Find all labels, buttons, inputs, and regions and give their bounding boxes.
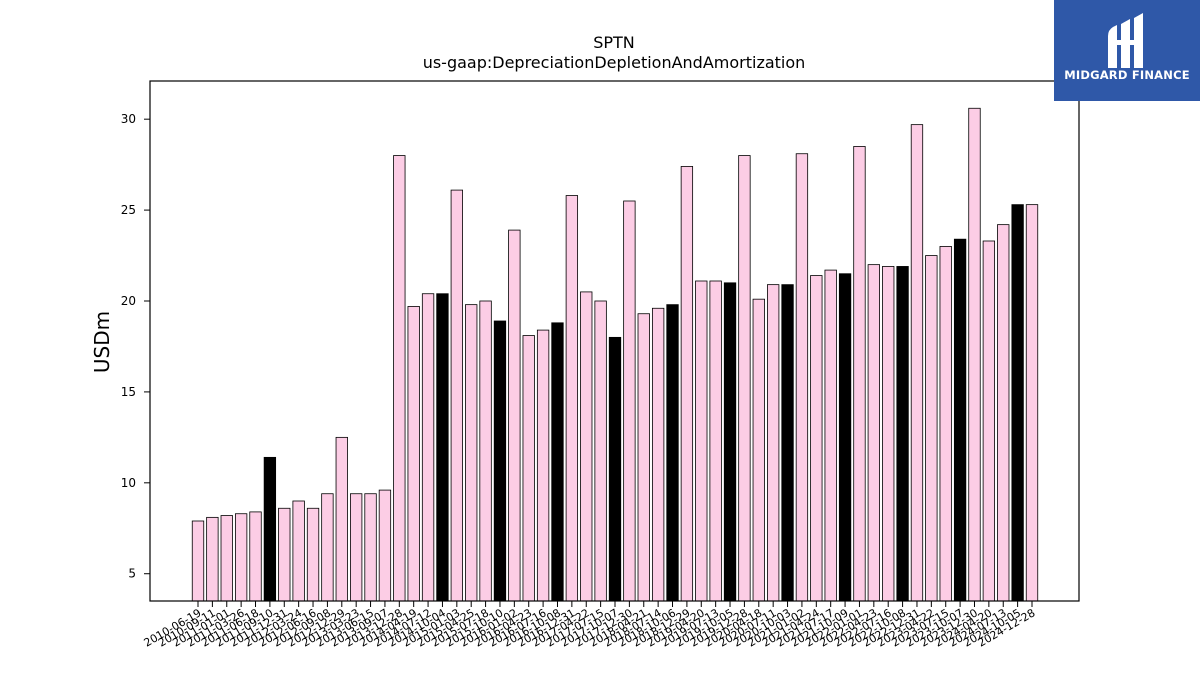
- bar: [364, 493, 377, 602]
- bar: [810, 275, 823, 602]
- logo-mark-icon: [1108, 13, 1143, 68]
- bar: [824, 269, 837, 602]
- bar: [292, 500, 305, 602]
- bar: [939, 246, 952, 602]
- bar: [321, 493, 334, 602]
- y-tick-label: 15: [121, 385, 136, 399]
- plot-frame: [149, 80, 1080, 602]
- bar: [953, 238, 967, 602]
- bar: [997, 224, 1010, 602]
- chart-subtitle: us-gaap:DepreciationDepletionAndAmortiza…: [423, 53, 806, 72]
- bar: [191, 520, 205, 602]
- bar: [709, 280, 722, 602]
- bar: [910, 124, 924, 602]
- bar: [220, 515, 233, 602]
- y-tick-label: 5: [128, 567, 136, 581]
- bar: [234, 513, 248, 602]
- bar: [795, 153, 809, 602]
- bar: [781, 284, 794, 602]
- bar: [637, 313, 650, 602]
- bars: [191, 107, 1039, 602]
- y-axis-ticks: 5 10 15 20 25 30: [121, 112, 150, 581]
- y-tick-label: 30: [121, 112, 136, 126]
- bar: [278, 507, 291, 602]
- brand-logo: MIDGARD FINANCE: [1054, 0, 1200, 101]
- bar: [738, 155, 751, 602]
- bar: [767, 284, 780, 602]
- bar: [580, 291, 593, 602]
- chart-title: SPTN: [593, 33, 635, 52]
- bar: [608, 336, 622, 602]
- bar: [651, 307, 665, 602]
- bar: [350, 493, 363, 602]
- bar: [551, 322, 564, 602]
- bar: [508, 229, 521, 602]
- bar: [594, 300, 607, 602]
- bar: [263, 456, 277, 602]
- bar: [695, 280, 708, 602]
- bar: [306, 507, 320, 602]
- bar: [1011, 204, 1024, 602]
- bar: [421, 293, 435, 602]
- x-axis-ticks: 2010-06-192010-09-112011-01-012011-03-26…: [142, 601, 1038, 650]
- y-tick-label: 20: [121, 294, 136, 308]
- bar: [867, 264, 880, 602]
- bar: [465, 304, 478, 602]
- bar: [206, 516, 219, 602]
- bar: [407, 306, 420, 602]
- bar: [896, 266, 909, 602]
- bar: [666, 304, 679, 602]
- bar: [853, 146, 866, 602]
- bar: [493, 320, 507, 602]
- bar: [1025, 204, 1039, 602]
- bar: [968, 107, 981, 602]
- bar: [249, 511, 262, 602]
- bar: [623, 200, 636, 602]
- bar: [536, 329, 550, 602]
- bar: [752, 298, 765, 602]
- bar: [982, 240, 996, 602]
- bar: [479, 300, 492, 602]
- bar: [335, 436, 348, 602]
- bar: [882, 266, 895, 602]
- bar: [680, 166, 694, 602]
- bar: [378, 489, 392, 602]
- bar: [436, 293, 449, 602]
- y-tick-label: 25: [121, 203, 136, 217]
- bar: [450, 189, 463, 602]
- y-tick-label: 10: [121, 476, 136, 490]
- bar: [723, 282, 737, 602]
- bar: [925, 255, 938, 602]
- bar: [393, 155, 406, 602]
- bar: [838, 273, 852, 602]
- y-axis-label: USDm: [90, 311, 114, 373]
- logo-text: MIDGARD FINANCE: [1064, 68, 1190, 82]
- bar: [565, 195, 579, 602]
- bar: [522, 335, 535, 602]
